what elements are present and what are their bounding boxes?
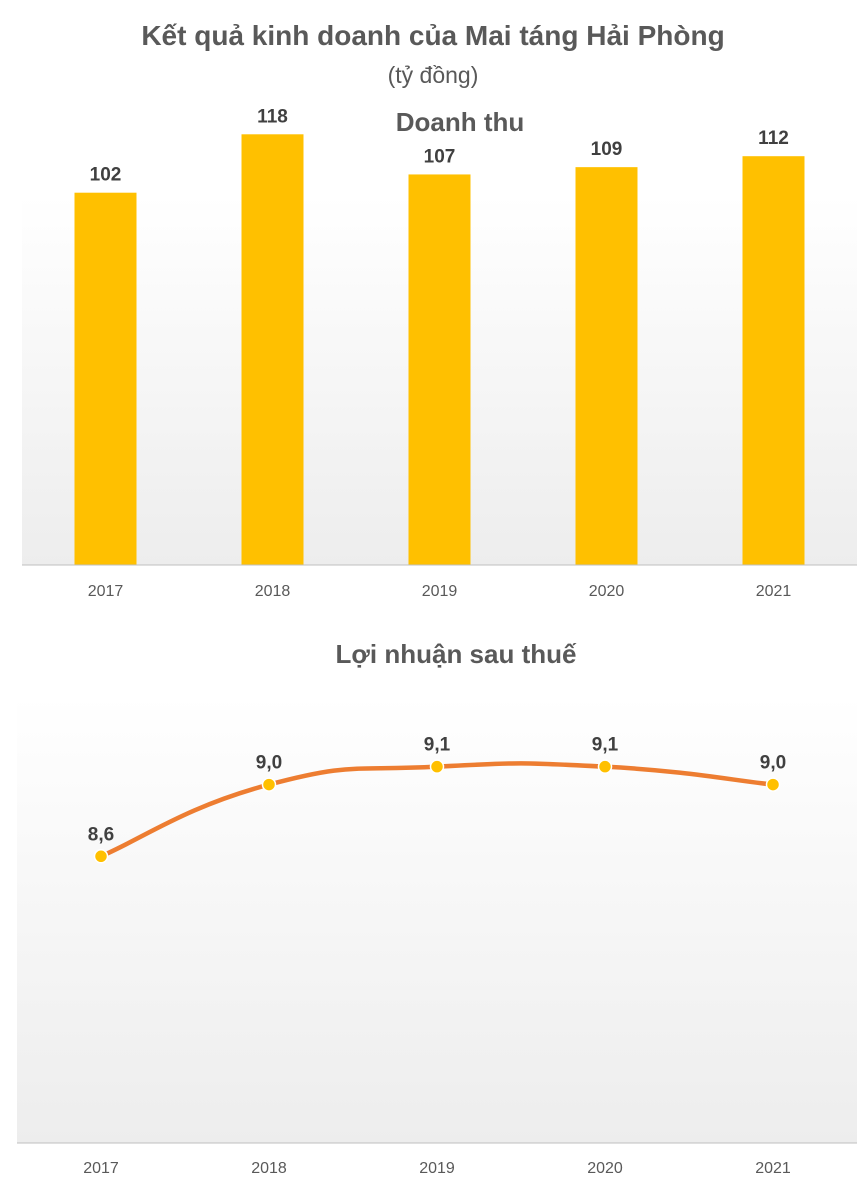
main-title: Kết quả kinh doanh của Mai táng Hải Phòn… [141,20,725,51]
profit-point [765,777,781,792]
profit-point [261,777,277,792]
revenue-data-label: 112 [758,128,789,149]
unit-subtitle: (tỷ đồng) [387,62,479,88]
profit-chart-title: Lợi nhuận sau thuế [336,639,577,669]
profit-data-label: 8,6 [88,824,114,845]
revenue-chart-title: Doanh thu [396,107,525,137]
revenue-data-label: 118 [257,106,288,127]
revenue-bar [241,134,304,566]
revenue-data-label: 107 [424,146,456,167]
profit-x-tick-label: 2017 [83,1160,119,1177]
revenue-bar [408,174,471,565]
profit-point [597,759,613,774]
revenue-data-label: 102 [90,165,122,186]
revenue-bar [575,167,638,565]
revenue-x-tick-label: 2021 [756,583,792,600]
revenue-x-tick-label: 2020 [589,583,625,600]
revenue-data-label: 109 [591,139,623,160]
profit-x-tick-label: 2018 [251,1160,287,1177]
profit-point [429,759,445,774]
profit-x-tick-label: 2021 [755,1160,791,1177]
profit-line-chart: Lợi nhuận sau thuế 8,6 2017 9,0 2018 9,1 2019… [17,639,857,1177]
profit-x-tick-label: 2020 [587,1160,623,1177]
revenue-x-tick-label: 2017 [88,583,124,600]
revenue-bar [742,156,805,565]
profit-point [93,849,109,864]
profit-data-label: 9,1 [424,735,451,756]
profit-x-tick-label: 2019 [419,1160,455,1177]
revenue-x-tick-label: 2018 [255,583,291,600]
profit-data-label: 9,1 [592,735,619,756]
profit-data-label: 9,0 [256,753,282,774]
revenue-x-tick-label: 2019 [422,583,458,600]
revenue-bar-chart: Doanh thu 102 2017 118 2018 107 2019 109 2020 11… [22,106,857,600]
profit-data-label: 9,0 [760,753,786,774]
revenue-bar [74,192,137,565]
